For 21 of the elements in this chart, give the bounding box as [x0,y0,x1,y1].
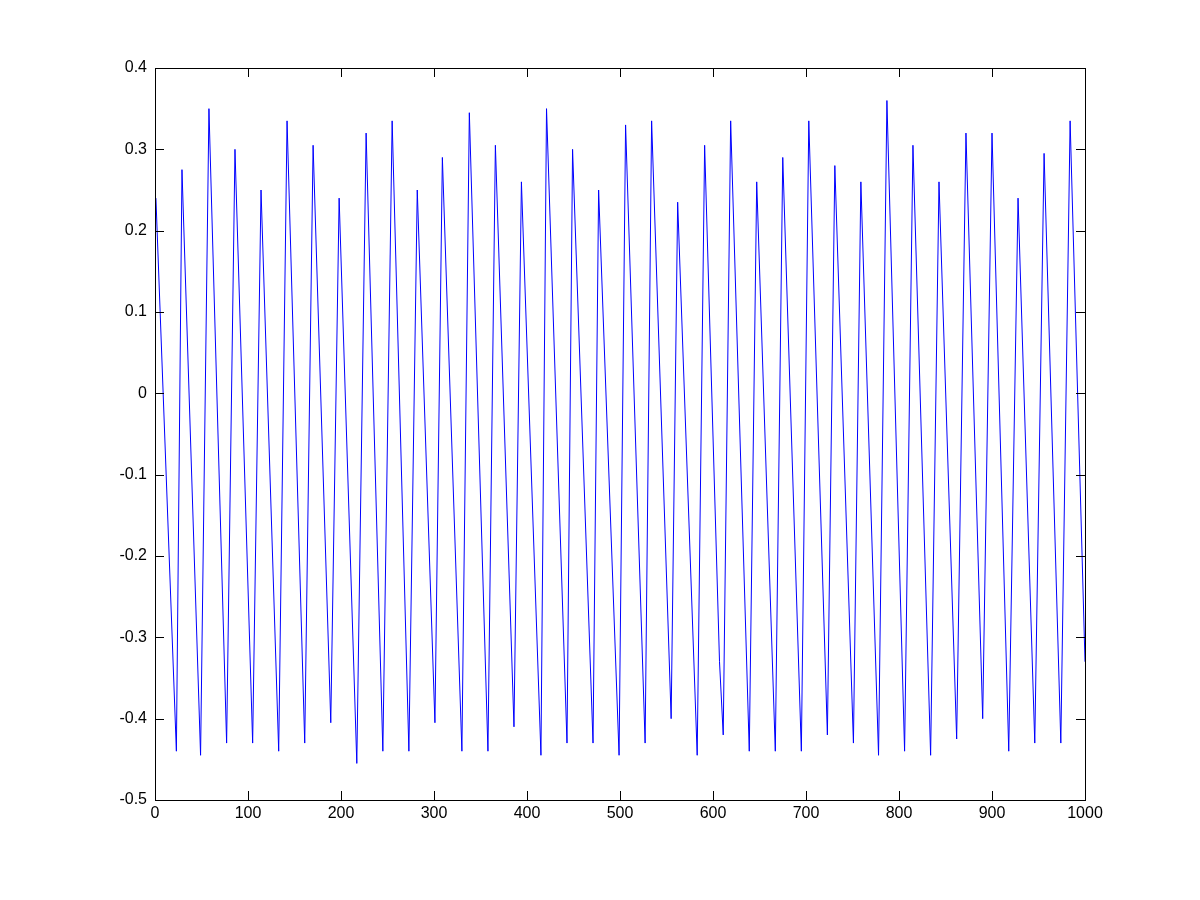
x-tick-label: 500 [606,804,634,822]
x-tick-label: 1000 [1067,804,1103,822]
y-tick-label: 0 [138,383,148,401]
x-tick-label: 800 [885,804,913,822]
y-tick-label: 0.4 [124,58,148,76]
y-tick-label: -0.3 [119,627,148,645]
y-tick-label: -0.4 [119,709,148,727]
x-tick-label: 900 [978,804,1006,822]
x-tick-label: 200 [327,804,355,822]
y-tick-label: -0.2 [119,546,148,564]
x-tick-label: 300 [420,804,448,822]
y-tick-label: 0.3 [124,139,148,157]
y-tick-label: 0.2 [124,221,148,239]
x-tick-label: 600 [699,804,727,822]
x-tick-label: 700 [792,804,820,822]
x-tick-label: 0 [150,804,160,822]
x-tick-label: 100 [234,804,262,822]
y-tick-label: 0.1 [124,302,148,320]
y-tick-label: -0.1 [119,465,148,483]
x-tick-label: 400 [513,804,541,822]
y-tick-label: -0.5 [119,790,148,808]
